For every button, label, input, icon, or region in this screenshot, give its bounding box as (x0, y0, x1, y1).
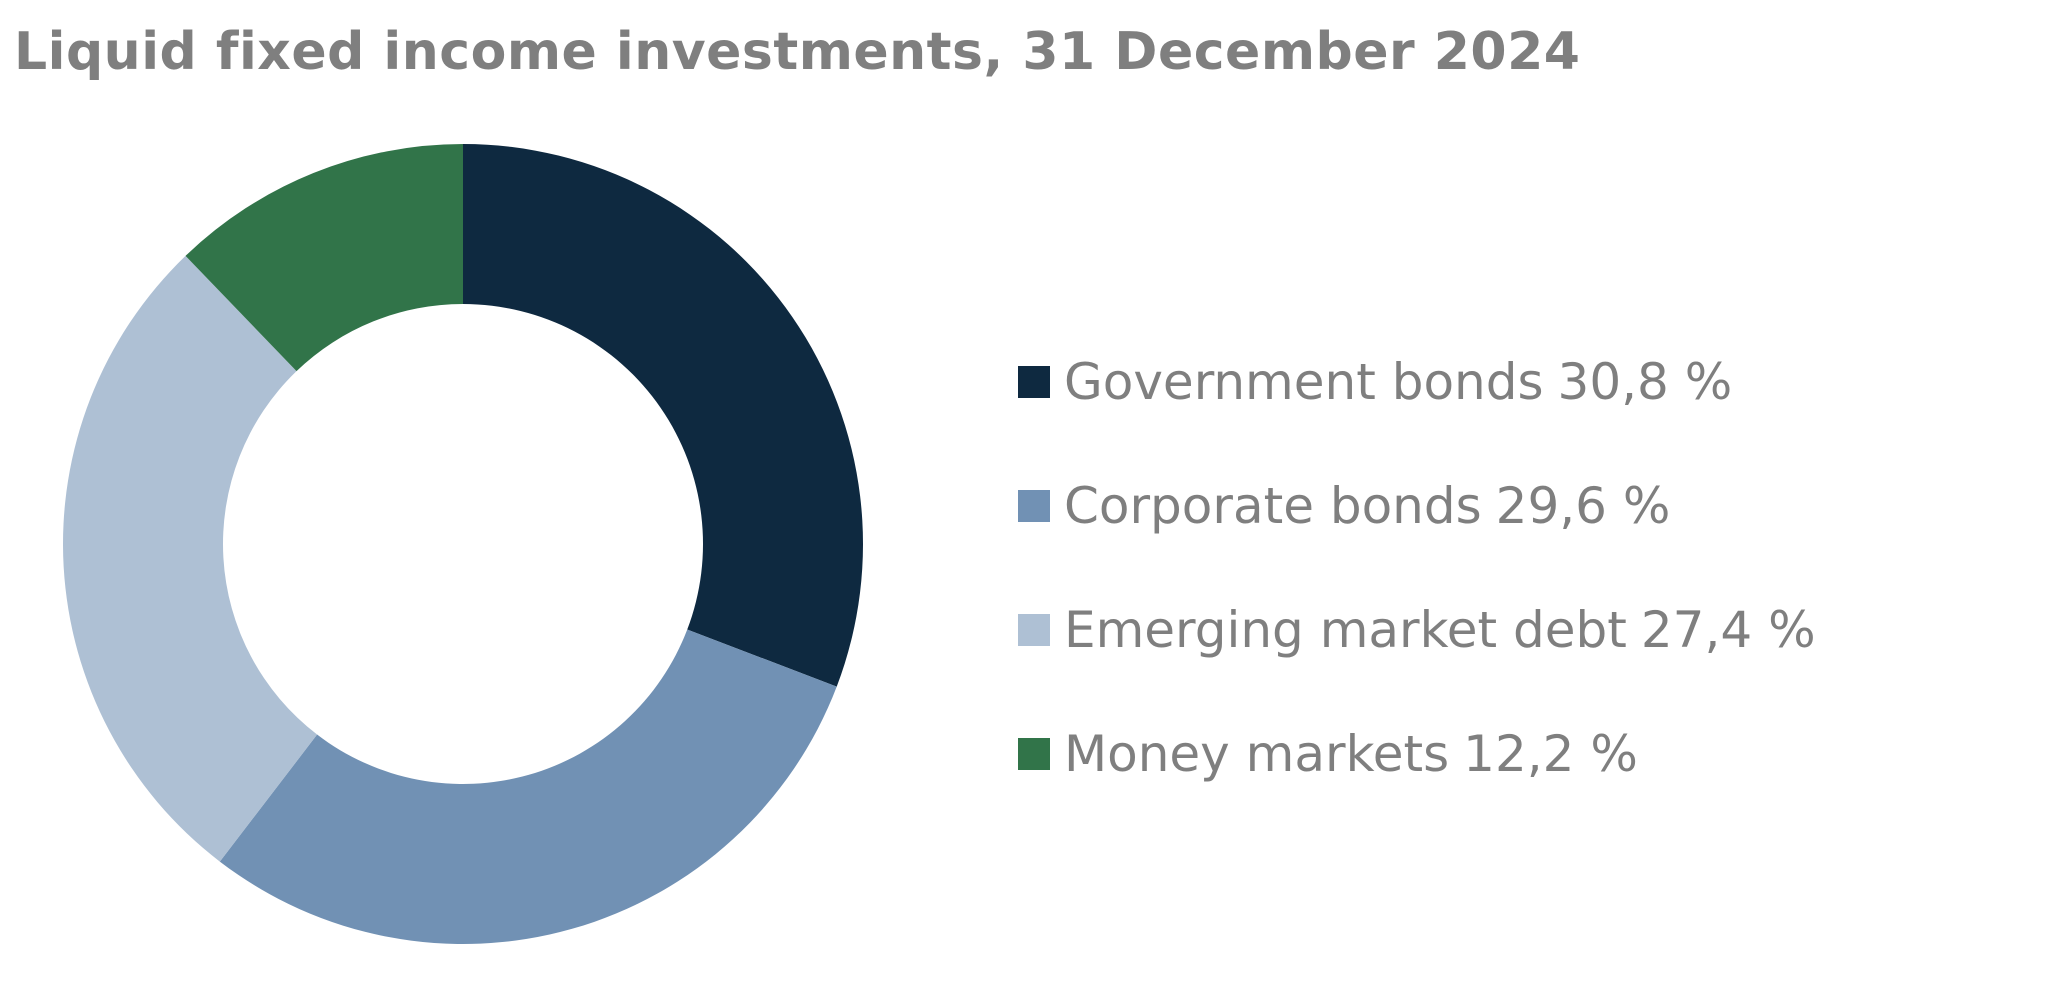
legend-item-government-bonds: Government bonds 30,8 % (1018, 320, 1816, 444)
legend-swatch (1018, 738, 1050, 770)
legend-text: Government bonds 30,8 % (1064, 353, 1732, 411)
donut-slice-government-bonds (463, 144, 863, 687)
donut-chart (62, 144, 863, 944)
donut-slice-money-markets (185, 144, 463, 372)
donut-slice-emerging-market-debt (62, 255, 318, 862)
legend-item-corporate-bonds: Corporate bonds 29,6 % (1018, 444, 1816, 568)
legend-label: Corporate bonds (1064, 477, 1482, 535)
legend-text: Money markets 12,2 % (1064, 725, 1638, 783)
legend-item-emerging-market-debt: Emerging market debt 27,4 % (1018, 568, 1816, 692)
legend-item-money-markets: Money markets 12,2 % (1018, 692, 1816, 816)
legend-value: 12,2 % (1463, 725, 1638, 783)
legend-value: 29,6 % (1495, 477, 1671, 535)
legend-swatch (1018, 614, 1050, 646)
legend-label: Government bonds (1064, 353, 1544, 411)
legend-swatch (1018, 366, 1050, 398)
donut-slices (62, 144, 863, 944)
legend-text: Emerging market debt 27,4 % (1064, 601, 1816, 659)
legend-value: 27,4 % (1640, 601, 1816, 659)
donut-slice-corporate-bonds (219, 629, 837, 944)
legend-label: Emerging market debt (1064, 601, 1627, 659)
legend-value: 30,8 % (1557, 353, 1733, 411)
legend-text: Corporate bonds 29,6 % (1064, 477, 1670, 535)
chart-legend: Government bonds 30,8 % Corporate bonds 29… (1018, 320, 1816, 816)
legend-swatch (1018, 490, 1050, 522)
chart-title: Liquid fixed income investments, 31 Dece… (14, 22, 1581, 82)
legend-label: Money markets (1064, 725, 1450, 783)
